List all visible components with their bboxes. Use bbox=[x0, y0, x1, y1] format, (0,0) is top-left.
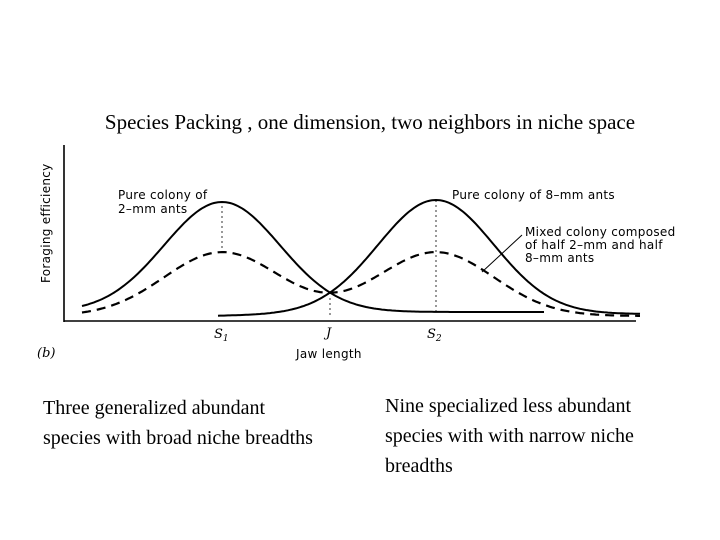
caption-right-line1: Nine specialized less abundant bbox=[385, 395, 632, 417]
caption-left-line2: species with broad niche breadths bbox=[43, 427, 313, 449]
tick-s1-letter: S bbox=[214, 327, 223, 342]
tick-s1: S1 bbox=[214, 327, 229, 344]
caption-left-line1: Three generalized abundant bbox=[43, 397, 266, 419]
curve-pure-8mm bbox=[217, 198, 641, 317]
tick-s1-subscript: 1 bbox=[223, 334, 229, 344]
panel-label: (b) bbox=[37, 346, 55, 361]
label-pure-8mm: Pure colony of 8–mm ants bbox=[452, 188, 615, 202]
tick-j: J bbox=[323, 326, 332, 341]
page-title: Species Packing , one dimension, two nei… bbox=[104, 110, 636, 134]
tick-s2: S2 bbox=[427, 327, 442, 344]
label-mixed-line3: 8–mm ants bbox=[525, 251, 594, 265]
tick-s2-subscript: 2 bbox=[435, 334, 442, 344]
x-axis-label: Jaw length bbox=[295, 347, 362, 361]
caption-specialized: Nine specialized less abundant species w… bbox=[385, 391, 685, 481]
caption-right-line3: breadths bbox=[385, 455, 453, 477]
label-pure-2mm-line1: Pure colony of bbox=[118, 188, 208, 202]
curve-pure-2mm bbox=[81, 200, 544, 313]
mixed-label-pointer bbox=[481, 234, 523, 273]
label-pure-2mm-line2: 2–mm ants bbox=[118, 202, 187, 216]
label-mixed-line1: Mixed colony composed bbox=[525, 225, 676, 239]
caption-right-line2: species with with narrow niche bbox=[385, 425, 634, 447]
caption-generalized: Three generalized abundant species with … bbox=[43, 393, 363, 453]
y-axis-label: Foraging efficiency bbox=[39, 163, 53, 283]
label-mixed-line2: of half 2–mm and half bbox=[525, 238, 663, 252]
curve-mixed-colony bbox=[81, 251, 640, 317]
tick-s2-letter: S bbox=[427, 327, 436, 342]
